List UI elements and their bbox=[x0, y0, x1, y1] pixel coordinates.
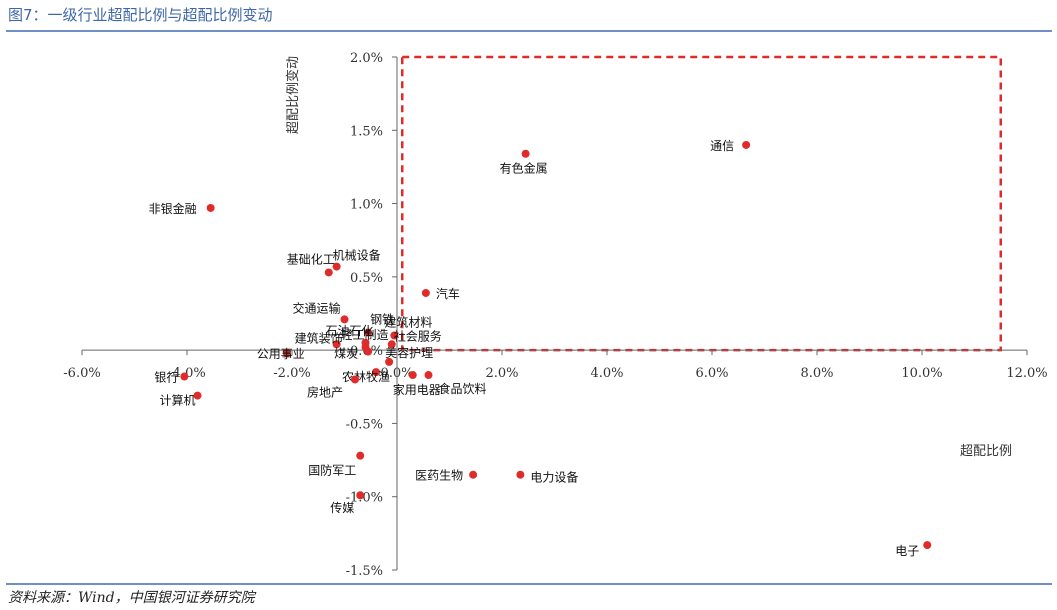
data-point bbox=[372, 368, 380, 377]
x-tick-label: 4.0% bbox=[590, 366, 623, 381]
y-tick-label: -0.5% bbox=[346, 417, 383, 432]
point-label: 有色金属 bbox=[500, 161, 548, 176]
figure-title: 图7：一级行业超配比例与超配比例变动 bbox=[8, 6, 273, 24]
y-tick-label: 2.0% bbox=[350, 51, 383, 66]
point-label: 计算机 bbox=[160, 393, 196, 408]
data-point bbox=[408, 371, 417, 380]
data-point bbox=[351, 375, 359, 384]
source-note: 资料来源：Wind，中国银河证券研究院 bbox=[8, 590, 255, 606]
point-label: 通信 bbox=[710, 139, 734, 153]
data-point bbox=[193, 391, 202, 400]
data-point bbox=[206, 203, 215, 212]
x-tick-label: -6.0% bbox=[63, 366, 100, 381]
data-point bbox=[387, 340, 396, 349]
point-label: 美容护理 bbox=[385, 345, 433, 360]
data-point bbox=[332, 340, 341, 349]
data-point bbox=[282, 349, 291, 358]
data-point bbox=[390, 331, 399, 340]
data-point bbox=[356, 491, 365, 500]
data-point bbox=[356, 451, 365, 460]
y-axis-label: 超配比例变动 bbox=[285, 56, 301, 134]
point-label: 煤炭 bbox=[334, 347, 358, 361]
y-tick-label: 1.0% bbox=[350, 198, 383, 213]
data-point bbox=[469, 470, 478, 479]
axes: -6.0%-4.0%-2.0%0.0%2.0%4.0%6.0%8.0%10.0%… bbox=[63, 51, 1047, 579]
point-label: 交通运输 bbox=[293, 300, 341, 315]
data-point bbox=[385, 357, 394, 366]
x-tick-label: 12.0% bbox=[1006, 366, 1047, 381]
point-label: 社会服务 bbox=[394, 328, 442, 343]
point-label: 房地产 bbox=[307, 384, 343, 399]
point-label: 钢铁 bbox=[370, 313, 394, 327]
point-label: 机械设备 bbox=[333, 248, 381, 263]
scatter-chart: -6.0%-4.0%-2.0%0.0%2.0%4.0%6.0%8.0%10.0%… bbox=[63, 51, 1047, 579]
point-label: 基础化工 bbox=[287, 252, 335, 266]
x-tick-label: 6.0% bbox=[695, 366, 728, 381]
data-point bbox=[516, 470, 525, 479]
point-label: 石油石化 bbox=[326, 324, 374, 338]
data-point bbox=[340, 315, 349, 324]
y-tick-label: 1.5% bbox=[350, 124, 383, 139]
data-point bbox=[742, 140, 751, 149]
x-tick-label: 0.0% bbox=[380, 366, 413, 381]
point-label: 电子 bbox=[895, 544, 919, 558]
point-label: 公用事业 bbox=[257, 347, 305, 361]
x-axis-label: 超配比例 bbox=[960, 444, 1012, 459]
data-point bbox=[424, 371, 433, 380]
point-label: 农林牧渔 bbox=[342, 370, 390, 384]
point-label: 轻工制造 bbox=[341, 328, 389, 342]
data-point bbox=[421, 288, 430, 297]
x-tick-label: 2.0% bbox=[485, 366, 518, 381]
x-tick-label: 10.0% bbox=[901, 366, 942, 381]
source-rule bbox=[6, 583, 1052, 585]
point-label: 国防军工 bbox=[308, 463, 356, 478]
point-label: 电力设备 bbox=[530, 471, 578, 485]
y-tick-label: -1.0% bbox=[346, 491, 383, 506]
point-label: 家用电器 bbox=[393, 382, 441, 397]
point-label: 食品饮料 bbox=[439, 381, 487, 396]
y-tick-label: -1.5% bbox=[346, 564, 383, 579]
point-label: 建筑材料 bbox=[384, 314, 432, 329]
point-label: 汽车 bbox=[436, 286, 460, 301]
data-point bbox=[521, 149, 530, 158]
point-label: 非银金融 bbox=[149, 201, 197, 216]
title-rule bbox=[6, 30, 1052, 32]
y-tick-label: 0.5% bbox=[350, 271, 383, 286]
point-label: 传媒 bbox=[330, 500, 354, 515]
highlight-box-layer bbox=[401, 55, 1002, 352]
data-point bbox=[332, 262, 341, 271]
point-label: 建筑装饰 bbox=[295, 330, 343, 345]
x-tick-label: 8.0% bbox=[800, 366, 833, 381]
data-point bbox=[180, 372, 189, 381]
highlight-box bbox=[401, 55, 1002, 352]
data-point bbox=[364, 347, 373, 356]
data-point bbox=[923, 541, 932, 550]
x-tick-label: -2.0% bbox=[273, 366, 310, 381]
point-label: 医药生物 bbox=[415, 469, 463, 483]
data-point bbox=[364, 328, 373, 337]
point-label: 银行 bbox=[154, 371, 178, 385]
data-point bbox=[324, 268, 333, 277]
